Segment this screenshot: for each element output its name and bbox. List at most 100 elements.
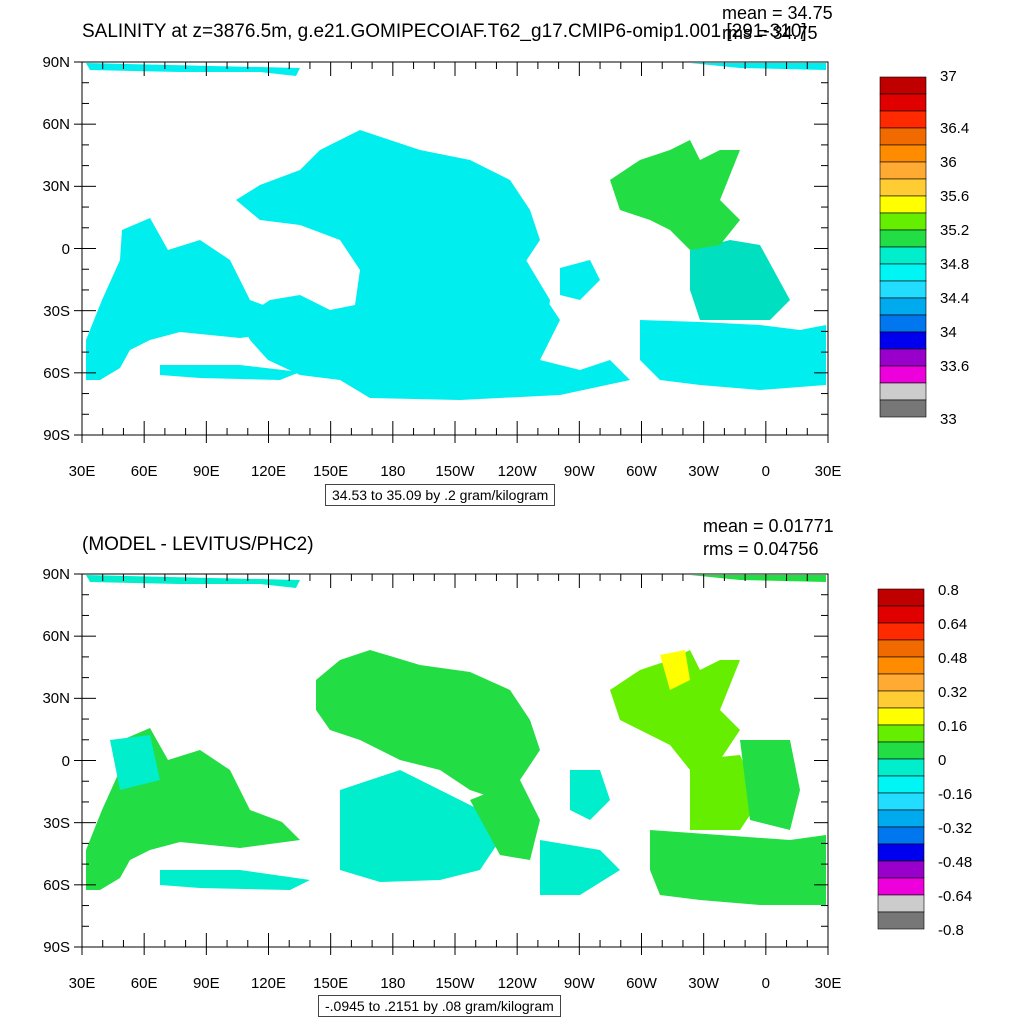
colorbar-label: 37 [940,68,957,85]
lon-label: 0 [761,463,770,480]
bottom-mean: mean = 0.01771 [703,516,834,536]
lon-label: 60W [626,975,657,992]
colorbar-swatch [879,212,927,231]
colorbar-swatch [877,588,925,607]
colorbar-label: 33 [940,411,957,428]
lon-label: 150E [313,975,349,992]
lon-label: 120W [497,463,537,480]
bottom-title: (MODEL - LEVITUS/PHC2) [82,534,314,555]
lat-label: 30S [43,814,70,832]
lon-label: 120E [250,463,287,480]
lon-label: 150W [435,975,475,992]
bottom-info-box: -.0945 to .2151 by .08 gram/kilogram [318,995,561,1017]
colorbar-label: 0.48 [938,650,968,667]
colorbar-swatch [877,724,925,743]
top-title: SALINITY at z=3876.5m, g.e21.GOMIPECOIAF… [82,21,807,42]
colorbar-swatch [879,178,927,197]
lat-label: 0 [61,752,70,770]
colorbar-swatch [879,263,927,282]
lat-label: 90S [43,427,70,444]
lon-label: 30E [814,975,842,992]
top-mean: mean = 34.75 [722,3,833,23]
colorbar-swatch [877,639,925,658]
colorbar-swatch [877,656,925,675]
colorbar-swatch [877,826,925,845]
colorbar-swatch [879,195,927,214]
top-ocean-field [86,63,826,400]
colorbar-label: 33.6 [940,358,970,375]
bottom-ocean-field [86,575,826,905]
colorbar-swatch [879,331,927,350]
lon-label: 150E [313,463,349,480]
lon-label: 180 [380,975,406,992]
top-map-frame [81,61,829,436]
colorbar-swatch [879,144,927,163]
lat-label: 30S [43,302,70,320]
colorbar-label: -0.64 [938,888,973,905]
lat-label: 30N [42,690,70,708]
colorbar-swatch [879,246,927,265]
lon-label: 60W [626,463,657,480]
colorbar-label: 0.16 [938,718,968,735]
colorbar-label: -0.8 [938,922,964,939]
colorbar-swatch [877,741,925,760]
colorbar-swatch [877,809,925,828]
colorbar-swatch [877,690,925,709]
colorbar-swatch [879,110,927,129]
colorbar-label: 0.8 [938,582,959,599]
lon-label: 120E [250,975,287,992]
colorbar-swatch [879,365,927,384]
colorbar-label: -0.48 [938,854,973,871]
lon-label: 30W [688,975,720,992]
lon-label: 90W [563,463,595,480]
colorbar-swatch [877,707,925,726]
lon-label: 30E [68,463,96,480]
colorbar-swatch [879,161,927,180]
colorbar-swatch [879,280,927,299]
colorbar-label: 36 [940,154,957,171]
lat-label: 60S [43,876,70,894]
top-rms: rms = 34.75 [722,23,818,43]
colorbar-label: 34 [940,324,957,341]
colorbar-swatch [877,673,925,692]
colorbar-swatch [877,775,925,794]
colorbar-label: 0 [938,752,947,769]
colorbar-label: 36.4 [940,120,970,137]
colorbar-swatch [879,314,927,333]
lon-label: 180 [380,463,406,480]
colorbar-swatch [877,894,925,913]
lat-label: 90N [42,566,70,583]
lat-label: 0 [61,240,70,258]
lat-label: 30N [42,178,70,196]
colorbar-swatch [879,229,927,248]
colorbar-label: 35.6 [940,188,970,205]
colorbar-swatch [877,792,925,811]
lon-label: 60E [130,463,158,480]
colorbar-swatch [877,877,925,896]
colorbar-swatch [879,399,927,418]
lon-label: 30E [814,463,842,480]
colorbar-swatch [879,297,927,316]
colorbar-swatch [877,911,925,930]
colorbar-swatch [877,860,925,879]
top-colorbar [879,76,927,418]
lon-label: 150W [435,463,475,480]
colorbar-swatch [877,622,925,641]
colorbar-swatch [879,382,927,401]
lon-label: 30E [68,975,96,992]
colorbar-label: 0.32 [938,684,968,701]
lat-label: 60S [43,364,70,382]
colorbar-swatch [879,127,927,146]
bottom-rms: rms = 0.04756 [703,539,819,559]
lon-label: 0 [761,975,770,992]
colorbar-swatch [877,605,925,624]
lat-label: 60N [42,116,70,134]
colorbar-swatch [877,843,925,862]
colorbar-label: 34.4 [940,290,970,307]
lon-label: 90E [192,463,220,480]
colorbar-swatch [877,758,925,777]
lat-label: 60N [42,628,70,646]
colorbar-swatch [879,93,927,112]
